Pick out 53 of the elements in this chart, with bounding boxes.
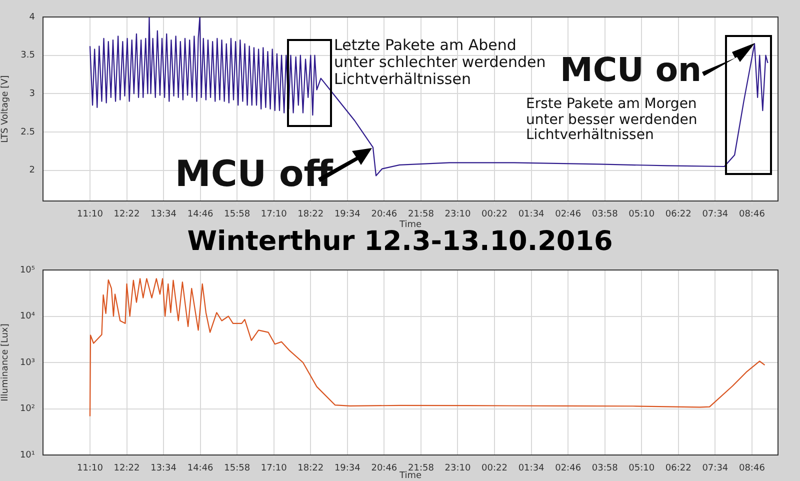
- x-tick-label: 05:10: [628, 210, 655, 220]
- x-tick-label: 19:34: [334, 210, 361, 220]
- x-tick-label: 02:46: [555, 210, 582, 220]
- y-axis-title: Illuminance [Lux]: [0, 324, 11, 402]
- annotation: Erste Pakete am Morgen unter besser werdenden Lichtverhältnissen: [526, 96, 698, 144]
- x-tick-label: 14:46: [187, 464, 214, 474]
- x-tick-label: 00:22: [482, 464, 508, 474]
- annotation: MCU off: [175, 154, 333, 196]
- x-tick-label: 03:58: [592, 210, 618, 220]
- x-tick-label: 17:10: [260, 464, 288, 474]
- x-tick-label: 23:10: [444, 464, 471, 474]
- y-tick-label: 10²: [20, 404, 36, 414]
- x-tick-label: 02:46: [555, 464, 582, 474]
- x-tick-label: 21:58: [408, 210, 434, 220]
- x-tick-label: 19:34: [334, 464, 361, 474]
- x-tick-label: 08:46: [738, 464, 766, 474]
- y-tick-label: 10³: [20, 358, 36, 368]
- y-axis-title: LTS Voltage [V]: [0, 75, 11, 143]
- x-tick-label: 18:22: [298, 210, 324, 220]
- x-tick-label: 23:10: [444, 210, 471, 220]
- x-tick-label: 14:46: [187, 210, 214, 220]
- y-tick-label: 10⁵: [20, 265, 36, 276]
- x-tick-label: 18:22: [298, 464, 324, 474]
- y-tick-label: 10¹: [20, 450, 36, 460]
- x-tick-label: 15:58: [224, 210, 250, 220]
- x-tick-label: 01:34: [518, 464, 545, 474]
- x-tick-label: 20:46: [371, 210, 398, 220]
- x-tick-label: 13:34: [150, 464, 177, 474]
- annotation: MCU on: [560, 50, 702, 89]
- x-tick-label: 08:46: [738, 210, 766, 220]
- x-tick-label: 15:58: [224, 464, 250, 474]
- x-tick-label: 20:46: [371, 464, 398, 474]
- x-tick-label: 03:58: [592, 464, 618, 474]
- x-tick-label: 01:34: [518, 210, 545, 220]
- annotation: Letzte Pakete am Abend unter schlechter werdenden Lichtverhältnissen: [334, 36, 546, 88]
- x-tick-label: 07:34: [702, 464, 728, 474]
- x-tick-label: 12:22: [114, 464, 140, 474]
- y-tick-label: 3: [29, 89, 35, 100]
- x-tick-label: 06:22: [665, 210, 692, 220]
- y-tick-label: 2.5: [20, 127, 35, 138]
- x-tick-label: 07:34: [702, 210, 728, 220]
- x-tick-label: 13:34: [150, 210, 177, 220]
- x-tick-label: 12:22: [114, 210, 140, 220]
- y-tick-label: 10⁴: [20, 312, 36, 322]
- x-tick-label: 11:10: [77, 210, 104, 220]
- y-tick-label: 2: [29, 166, 35, 176]
- y-tick-label: 3.5: [20, 50, 35, 61]
- x-tick-label: 17:10: [260, 210, 288, 220]
- x-tick-label: 06:22: [665, 464, 692, 474]
- x-tick-label: 05:10: [628, 464, 655, 474]
- x-tick-label: 00:22: [482, 210, 508, 220]
- x-tick-label: 11:10: [77, 464, 104, 474]
- y-tick-label: 4: [29, 12, 36, 22]
